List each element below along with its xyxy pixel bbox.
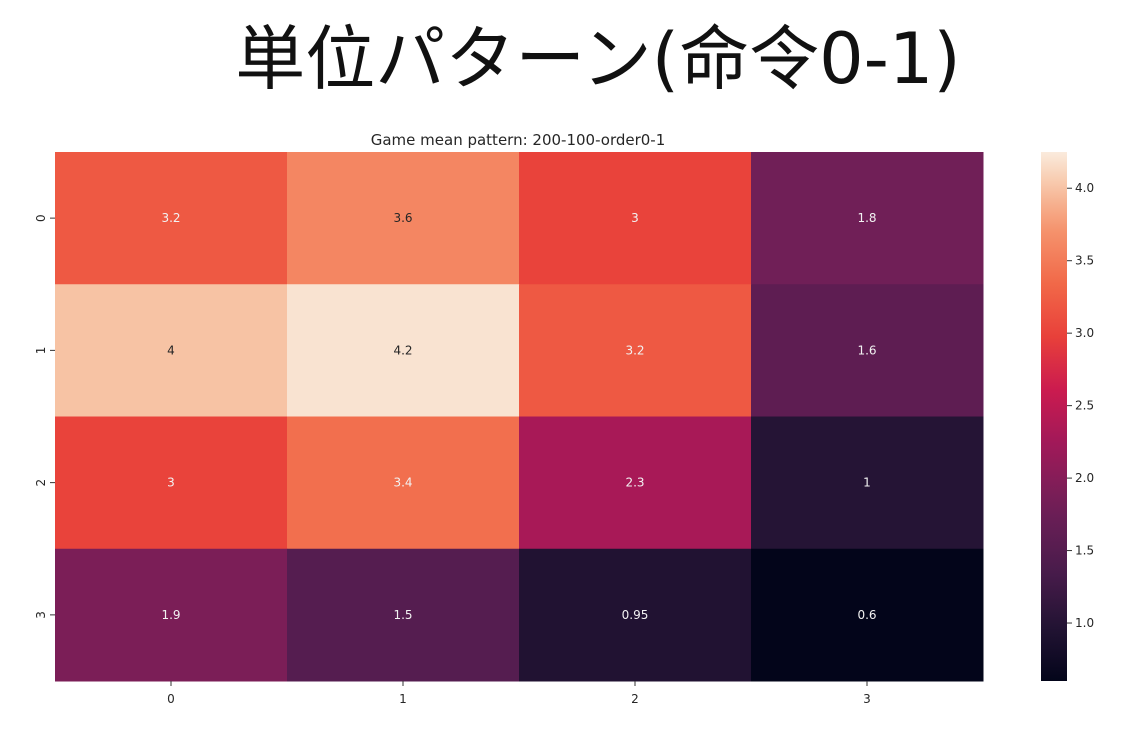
cell-label-3-1: 1.5 <box>393 608 412 622</box>
y-axis-ticks: 0 1 2 3 <box>34 214 55 619</box>
cell-label-2-0: 3 <box>167 476 175 490</box>
colorbar-tick-label-1: 1.5 <box>1075 544 1094 558</box>
heatmap-cell-1-3 <box>751 284 984 417</box>
cell-label-2-1: 3.4 <box>393 476 412 490</box>
x-tick-label-1: 1 <box>399 692 407 706</box>
cell-label-1-3: 1.6 <box>857 343 876 357</box>
heatmap-cell-1-2 <box>519 284 752 417</box>
heatmap-cell-2-0 <box>55 416 288 550</box>
cell-label-0-0: 3.2 <box>161 211 180 225</box>
heatmap-cell-1-1 <box>287 284 520 417</box>
colorbar-tick-label-4: 3.0 <box>1075 326 1094 340</box>
x-tick-label-3: 3 <box>863 692 871 706</box>
y-tick-label-0: 0 <box>34 214 48 222</box>
y-tick-label-3: 3 <box>34 611 48 619</box>
y-tick-label-2: 2 <box>34 479 48 487</box>
cell-label-3-0: 1.9 <box>161 608 180 622</box>
cell-label-0-3: 1.8 <box>857 211 876 225</box>
cell-label-3-3: 0.6 <box>857 608 876 622</box>
colorbar-tick-label-3: 2.5 <box>1075 399 1094 413</box>
heatmap-cell-3-1 <box>287 548 520 682</box>
y-tick-label-1: 1 <box>34 347 48 355</box>
colorbar-tick-label-5: 3.5 <box>1075 254 1094 268</box>
cell-label-0-2: 3 <box>631 211 639 225</box>
x-tick-label-2: 2 <box>631 692 639 706</box>
heatmap-cell-2-1 <box>287 416 520 550</box>
colorbar <box>1041 152 1067 681</box>
heatmap-cell-3-2 <box>519 548 752 682</box>
cell-label-0-1: 3.6 <box>393 211 412 225</box>
chart-title: Game mean pattern: 200-100-order0-1 <box>371 131 666 149</box>
colorbar-tick-label-6: 4.0 <box>1075 181 1094 195</box>
cell-label-1-1: 4.2 <box>393 343 412 357</box>
heatmap-cell-1-0 <box>55 284 288 417</box>
slide-title: 単位パターン(命令0-1) <box>235 18 961 100</box>
heatmap-cell-0-2 <box>519 152 752 285</box>
heatmap-cell-2-3 <box>751 416 984 550</box>
heatmap-cell-0-0 <box>55 152 288 285</box>
colorbar-tick-label-0: 1.0 <box>1075 616 1094 630</box>
heatmap-cell-2-2 <box>519 416 752 550</box>
colorbar-tick-label-2: 2.0 <box>1075 471 1094 485</box>
cell-label-2-3: 1 <box>863 476 871 490</box>
heatmap-cell-3-0 <box>55 548 288 682</box>
cell-label-3-2: 0.95 <box>622 608 649 622</box>
x-axis-ticks: 0 1 2 3 <box>167 681 871 706</box>
x-tick-label-0: 0 <box>167 692 175 706</box>
heatmap-cell-0-1 <box>287 152 520 285</box>
colorbar-ticks: 1.0 1.5 2.0 2.5 3.0 3.5 4.0 <box>1067 181 1094 630</box>
heatmap-cell-0-3 <box>751 152 984 285</box>
cell-label-1-2: 3.2 <box>625 343 644 357</box>
heatmap-cells: 3.2 3.6 3 1.8 4 4.2 3.2 1.6 3 3.4 2.3 1 1.9 1.5 0.95 0.… <box>55 152 984 682</box>
heatmap-cell-3-3 <box>751 548 984 682</box>
cell-label-2-2: 2.3 <box>625 476 644 490</box>
cell-label-1-0: 4 <box>167 343 175 357</box>
